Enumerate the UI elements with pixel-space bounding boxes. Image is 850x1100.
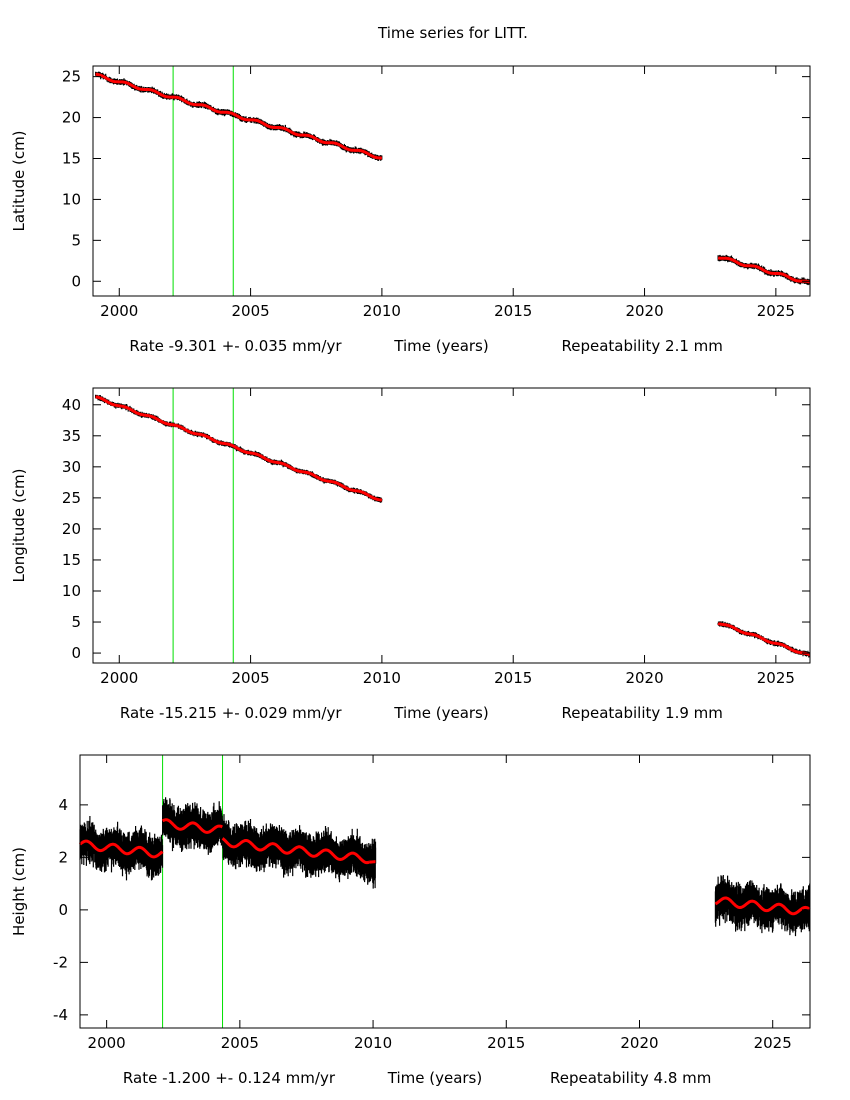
model-fit-line: [717, 256, 811, 284]
rate-label: Rate -9.301 +- 0.035 mm/yr: [129, 337, 342, 355]
y-tick-label: 0: [71, 644, 81, 662]
data-points: [79, 797, 811, 937]
x-tick-label: 2025: [754, 1034, 792, 1052]
model-fit-line: [368, 860, 376, 864]
y-tick-label: 40: [62, 396, 81, 414]
x-tick-label: 2015: [494, 302, 532, 320]
y-tick-label: 20: [62, 109, 81, 127]
repeatability-label: Repeatability 1.9 mm: [562, 704, 723, 722]
x-tick-label: 2015: [487, 1034, 525, 1052]
y-tick-label: 5: [71, 231, 81, 249]
y-tick-label: 4: [58, 796, 68, 814]
plot-frame: [92, 65, 811, 297]
y-tick-label: 10: [62, 582, 81, 600]
x-tick-label: 2025: [757, 302, 795, 320]
y-tick-label: 5: [71, 613, 81, 631]
x-tick-label: 2000: [88, 1034, 126, 1052]
x-tick-label: 2000: [100, 302, 138, 320]
x-tick-label: 2000: [100, 669, 138, 687]
model-fit-line: [161, 818, 223, 834]
y-tick-label: -2: [53, 953, 68, 971]
y-tick-label: 20: [62, 520, 81, 538]
model-fit-line: [95, 395, 383, 502]
x-tick-label: 2005: [231, 302, 269, 320]
y-axis-label: Latitude (cm): [10, 130, 28, 231]
x-tick-label: 2010: [354, 1034, 392, 1052]
x-tick-label: 2005: [231, 669, 269, 687]
y-tick-label: 30: [62, 458, 81, 476]
y-tick-label: 0: [71, 272, 81, 290]
rate-label: Rate -15.215 +- 0.029 mm/yr: [120, 704, 342, 722]
x-tick-label: 2010: [363, 302, 401, 320]
y-tick-label: 15: [62, 551, 81, 569]
y-tick-label: 25: [62, 489, 81, 507]
y-tick-label: 0: [58, 901, 68, 919]
x-tick-label: 2020: [620, 1034, 658, 1052]
rate-label: Rate -1.200 +- 0.124 mm/yr: [123, 1069, 336, 1087]
model-fit-line: [95, 72, 382, 160]
model-fit-line: [717, 622, 811, 657]
x-axis-label: Time (years): [387, 1069, 482, 1087]
x-axis-label: Time (years): [393, 704, 488, 722]
x-axis-label: Time (years): [393, 337, 488, 355]
y-tick-label: 15: [62, 149, 81, 167]
x-tick-label: 2015: [494, 669, 532, 687]
x-tick-label: 2020: [625, 302, 663, 320]
repeatability-label: Repeatability 2.1 mm: [562, 337, 723, 355]
x-tick-label: 2025: [757, 669, 795, 687]
y-tick-label: 2: [58, 848, 68, 866]
plot-frame: [92, 387, 811, 664]
model-fit-line: [78, 839, 164, 859]
y-tick-label: 25: [62, 68, 81, 86]
y-tick-label: 10: [62, 190, 81, 208]
y-axis-label: Longitude (cm): [10, 469, 28, 583]
plot-frame: [79, 754, 811, 1029]
x-tick-label: 2005: [221, 1034, 259, 1052]
chart-title: Time series for LITT.: [377, 24, 528, 42]
y-tick-label: 35: [62, 427, 81, 445]
repeatability-label: Repeatability 4.8 mm: [550, 1069, 711, 1087]
model-fit-line: [221, 837, 370, 865]
y-axis-label: Height (cm): [10, 847, 28, 936]
x-tick-label: 2020: [625, 669, 663, 687]
model-fit-line: [714, 896, 811, 916]
x-tick-label: 2010: [363, 669, 401, 687]
y-tick-label: -4: [53, 1006, 68, 1024]
